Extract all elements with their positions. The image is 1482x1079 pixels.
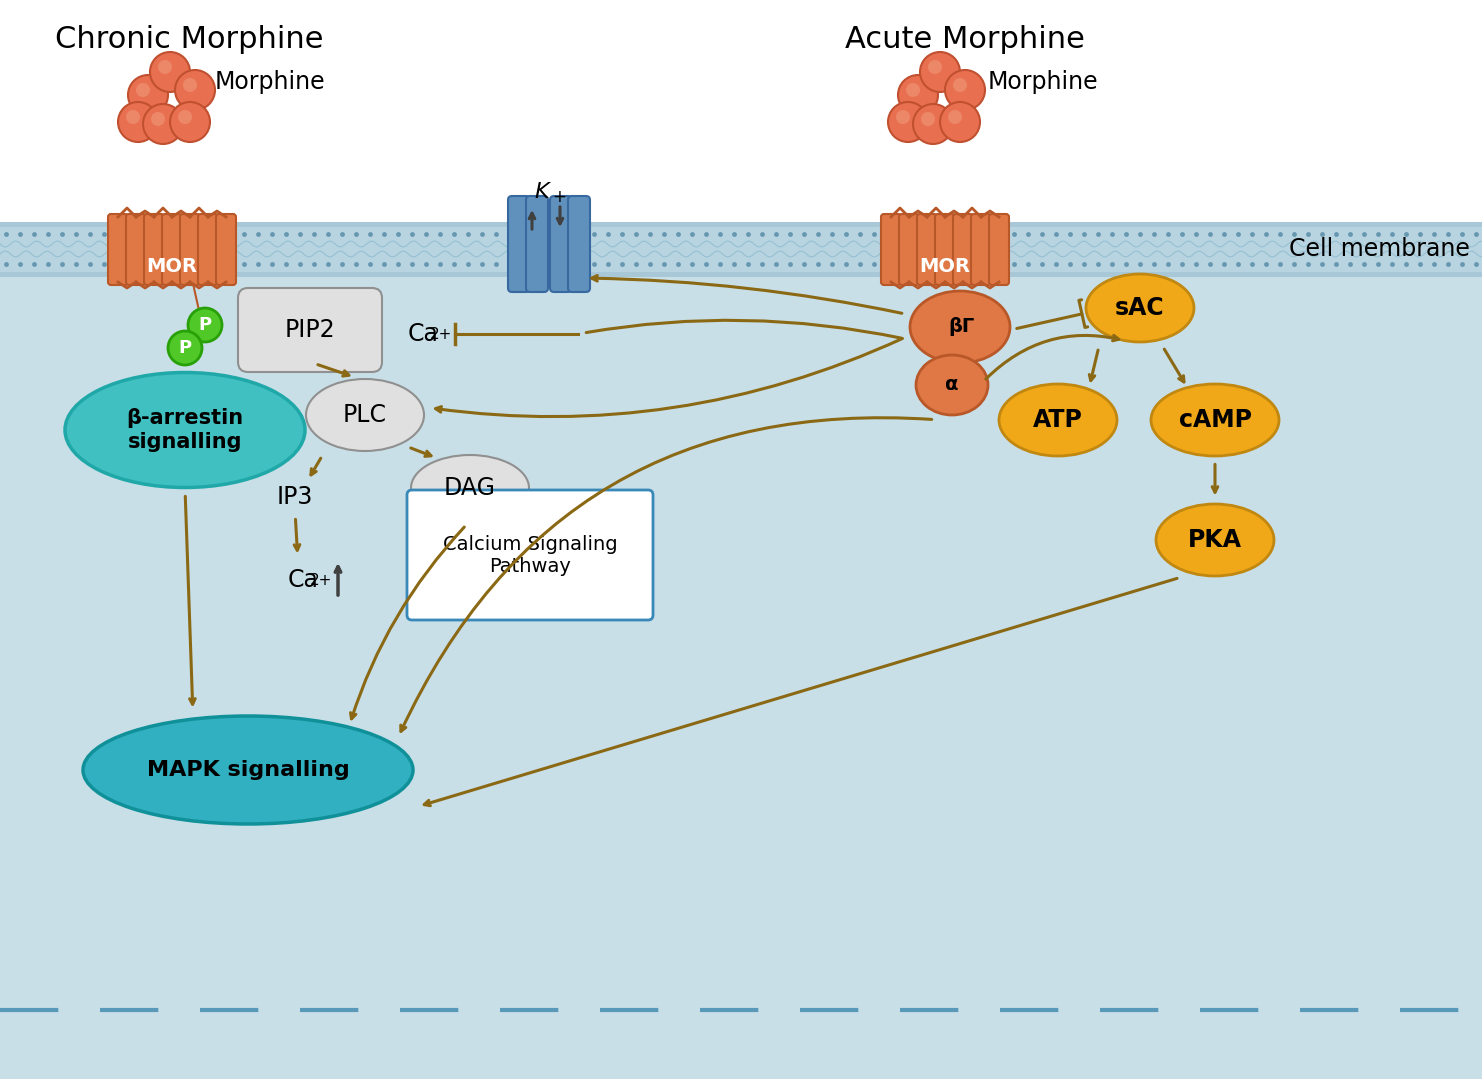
Text: Morphine: Morphine bbox=[988, 70, 1098, 94]
Text: Cell membrane: Cell membrane bbox=[1289, 237, 1470, 261]
Bar bbox=[0, 227, 1482, 272]
Text: Acute Morphine: Acute Morphine bbox=[845, 25, 1085, 54]
FancyBboxPatch shape bbox=[239, 288, 382, 372]
Circle shape bbox=[888, 103, 928, 142]
FancyBboxPatch shape bbox=[162, 214, 182, 285]
FancyBboxPatch shape bbox=[900, 214, 919, 285]
Circle shape bbox=[150, 52, 190, 92]
Text: PLC: PLC bbox=[342, 402, 387, 427]
FancyBboxPatch shape bbox=[408, 490, 654, 620]
FancyBboxPatch shape bbox=[216, 214, 236, 285]
Text: MAPK signalling: MAPK signalling bbox=[147, 760, 350, 780]
Circle shape bbox=[948, 110, 962, 124]
Ellipse shape bbox=[999, 384, 1117, 456]
Text: α: α bbox=[946, 375, 959, 395]
Circle shape bbox=[170, 103, 210, 142]
Ellipse shape bbox=[1152, 384, 1279, 456]
Circle shape bbox=[178, 110, 193, 124]
Ellipse shape bbox=[65, 372, 305, 488]
Text: PKA: PKA bbox=[1189, 528, 1242, 552]
FancyBboxPatch shape bbox=[108, 214, 127, 285]
FancyBboxPatch shape bbox=[988, 214, 1009, 285]
Text: K: K bbox=[535, 182, 550, 202]
Text: IP3: IP3 bbox=[277, 484, 313, 509]
Ellipse shape bbox=[916, 355, 988, 415]
Text: MOR: MOR bbox=[919, 258, 971, 276]
Text: cAMP: cAMP bbox=[1178, 408, 1251, 432]
Text: +: + bbox=[551, 188, 566, 206]
FancyBboxPatch shape bbox=[526, 196, 548, 292]
Circle shape bbox=[928, 60, 943, 74]
FancyBboxPatch shape bbox=[126, 214, 147, 285]
Text: PIP2: PIP2 bbox=[285, 318, 335, 342]
Ellipse shape bbox=[411, 455, 529, 521]
Circle shape bbox=[898, 76, 938, 115]
Circle shape bbox=[175, 70, 215, 110]
FancyBboxPatch shape bbox=[550, 196, 572, 292]
FancyBboxPatch shape bbox=[199, 214, 218, 285]
Ellipse shape bbox=[1086, 274, 1194, 342]
Text: Calcium Signaling
Pathway: Calcium Signaling Pathway bbox=[443, 534, 618, 575]
Circle shape bbox=[126, 110, 139, 124]
Circle shape bbox=[920, 52, 960, 92]
Circle shape bbox=[946, 70, 986, 110]
Circle shape bbox=[188, 308, 222, 342]
Text: Morphine: Morphine bbox=[215, 70, 326, 94]
Ellipse shape bbox=[83, 716, 413, 824]
Circle shape bbox=[167, 331, 202, 365]
FancyBboxPatch shape bbox=[971, 214, 991, 285]
Text: P: P bbox=[199, 316, 212, 334]
FancyBboxPatch shape bbox=[953, 214, 974, 285]
Bar bbox=[0, 222, 1482, 277]
FancyBboxPatch shape bbox=[144, 214, 165, 285]
Circle shape bbox=[151, 112, 165, 126]
FancyBboxPatch shape bbox=[935, 214, 954, 285]
Text: 2+: 2+ bbox=[430, 327, 452, 342]
Bar bbox=[0, 0, 1482, 227]
Text: DAG: DAG bbox=[445, 476, 496, 500]
FancyBboxPatch shape bbox=[179, 214, 200, 285]
Text: sAC: sAC bbox=[1114, 296, 1165, 320]
Text: Chronic Morphine: Chronic Morphine bbox=[55, 25, 323, 54]
Text: Ca: Ca bbox=[408, 322, 439, 346]
Text: βΓ: βΓ bbox=[948, 317, 975, 337]
Circle shape bbox=[906, 83, 920, 97]
FancyBboxPatch shape bbox=[568, 196, 590, 292]
Ellipse shape bbox=[910, 291, 1011, 363]
FancyBboxPatch shape bbox=[880, 214, 901, 285]
Text: Ca: Ca bbox=[288, 568, 319, 592]
FancyBboxPatch shape bbox=[917, 214, 937, 285]
Circle shape bbox=[940, 103, 980, 142]
Circle shape bbox=[182, 78, 197, 92]
Circle shape bbox=[142, 104, 182, 144]
Text: ATP: ATP bbox=[1033, 408, 1083, 432]
Text: P: P bbox=[178, 339, 191, 357]
Circle shape bbox=[127, 76, 167, 115]
Circle shape bbox=[159, 60, 172, 74]
Circle shape bbox=[136, 83, 150, 97]
Circle shape bbox=[897, 110, 910, 124]
Circle shape bbox=[953, 78, 966, 92]
Ellipse shape bbox=[305, 379, 424, 451]
Text: MOR: MOR bbox=[147, 258, 197, 276]
Circle shape bbox=[920, 112, 935, 126]
Circle shape bbox=[913, 104, 953, 144]
FancyBboxPatch shape bbox=[508, 196, 531, 292]
Circle shape bbox=[119, 103, 159, 142]
Text: β-arrestin
signalling: β-arrestin signalling bbox=[126, 408, 243, 452]
Text: 2+: 2+ bbox=[310, 573, 332, 588]
Ellipse shape bbox=[1156, 504, 1275, 576]
